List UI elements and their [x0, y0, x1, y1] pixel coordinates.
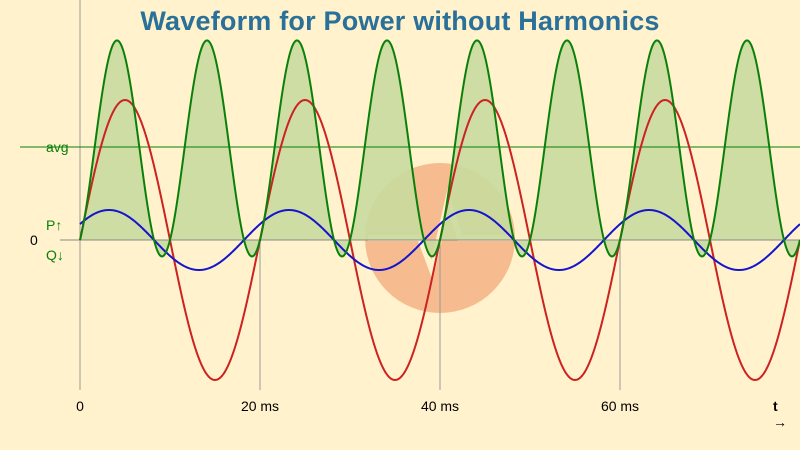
- x-tick-20ms: 20 ms: [240, 398, 280, 414]
- x-tick-60ms: 60 ms: [600, 398, 640, 414]
- zero-label: 0: [30, 232, 38, 248]
- power-curve: [79, 39, 800, 258]
- p-up-label: P↑: [46, 217, 63, 233]
- x-axis-label: t →: [773, 398, 787, 430]
- avg-label: avg: [46, 139, 69, 155]
- x-tick-40ms: 40 ms: [420, 398, 460, 414]
- x-tick-0: 0: [76, 398, 84, 414]
- current-curve: [79, 208, 800, 272]
- q-down-label: Q↓: [46, 247, 64, 263]
- chart-title: Waveform for Power without Harmonics: [140, 6, 660, 36]
